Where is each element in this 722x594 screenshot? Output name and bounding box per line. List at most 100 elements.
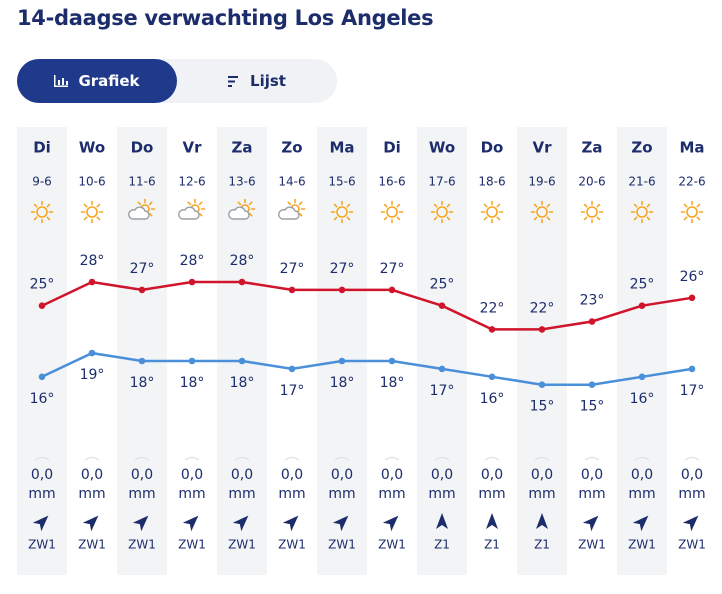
wind: ZW1 <box>78 538 106 552</box>
sun-ray <box>533 216 538 221</box>
date: 17-6 <box>428 175 455 189</box>
precip-value: 0,0 <box>31 467 53 483</box>
sun-ray <box>346 216 351 221</box>
max-temp-label: 27° <box>330 261 355 277</box>
min-temp-point <box>538 381 546 389</box>
sun <box>36 206 48 218</box>
sun <box>486 206 498 218</box>
column-bg <box>517 127 567 575</box>
sun-ray <box>298 212 303 217</box>
weather-icon <box>80 200 104 224</box>
sun-ray <box>83 203 88 208</box>
day-name: Di <box>33 139 51 157</box>
sun-ray <box>83 216 88 221</box>
max-temp-label: 27° <box>380 261 405 277</box>
date: 21-6 <box>628 175 655 189</box>
tab-grafiek[interactable]: Grafiek <box>17 59 177 103</box>
wind: ZW1 <box>28 538 56 552</box>
precip-icon <box>84 456 100 461</box>
precip-value: 0,0 <box>131 467 153 483</box>
max-temp-label: 23° <box>580 293 605 309</box>
max-temp-point <box>138 286 146 294</box>
max-temp-point <box>438 302 446 310</box>
wind: ZW1 <box>278 538 306 552</box>
precip-unit: mm <box>528 486 555 502</box>
day-name: Wo <box>79 139 105 157</box>
sun <box>586 206 598 218</box>
precip-unit: mm <box>428 486 455 502</box>
max-temp-point <box>188 278 196 286</box>
precip-value: 0,0 <box>81 467 103 483</box>
sun-ray <box>596 216 601 221</box>
wind-arrow <box>486 513 498 529</box>
wind: Z1 <box>434 538 450 552</box>
sun-ray <box>148 201 153 206</box>
sun-ray <box>583 203 588 208</box>
day-name: Ma <box>679 139 704 157</box>
precip-unit: mm <box>478 486 505 502</box>
min-temp-label: 18° <box>380 375 405 391</box>
precip-unit: mm <box>278 486 305 502</box>
precip-value: 0,0 <box>181 467 203 483</box>
sun-ray <box>433 216 438 221</box>
sun-ray <box>446 216 451 221</box>
max-temp-label: 28° <box>80 253 105 269</box>
min-temp-label: 18° <box>330 375 355 391</box>
max-temp-label: 25° <box>30 277 55 293</box>
day-name: Do <box>131 139 154 157</box>
sun-ray <box>396 216 401 221</box>
sun <box>686 206 698 218</box>
wind: ZW1 <box>378 538 406 552</box>
column-bg <box>617 127 667 575</box>
sun-ray <box>298 201 303 206</box>
sun-ray <box>696 203 701 208</box>
min-temp-point <box>88 349 96 357</box>
day-name: Zo <box>281 139 302 157</box>
precip-value: 0,0 <box>681 467 703 483</box>
min-temp-point <box>288 365 296 373</box>
sun-ray <box>546 203 551 208</box>
sun <box>536 206 548 218</box>
precip-icon <box>234 456 250 461</box>
sun-ray <box>596 203 601 208</box>
sun-ray <box>483 203 488 208</box>
sun-ray <box>33 216 38 221</box>
sun-ray <box>198 201 203 206</box>
wind-arrow <box>382 515 399 532</box>
sun-ray <box>46 216 51 221</box>
sun-ray <box>383 216 388 221</box>
sun-ray <box>96 216 101 221</box>
precip-value: 0,0 <box>581 467 603 483</box>
tab-lijst[interactable]: Lijst <box>177 59 337 103</box>
precip-unit: mm <box>228 486 255 502</box>
wind: ZW1 <box>328 538 356 552</box>
max-temp-label: 25° <box>630 277 655 293</box>
precip-unit: mm <box>28 486 55 502</box>
max-temp-point <box>88 278 96 286</box>
wind-arrow <box>332 515 349 532</box>
column-bg <box>417 127 467 575</box>
max-temp-point <box>588 318 596 325</box>
day-name: Za <box>582 139 603 157</box>
min-temp-point <box>388 357 396 365</box>
day-name: Zo <box>631 139 652 157</box>
min-temp-point <box>438 365 446 373</box>
precip-icon <box>684 456 700 461</box>
min-temp-point <box>588 381 596 389</box>
sun-ray <box>187 201 192 206</box>
precip-icon <box>534 456 550 461</box>
wind-arrow <box>182 515 199 532</box>
max-temp-point <box>338 286 346 294</box>
date: 22-6 <box>678 175 705 189</box>
wind: ZW1 <box>678 538 706 552</box>
sun-ray <box>683 216 688 221</box>
date: 13-6 <box>228 175 255 189</box>
sun <box>636 206 648 218</box>
weather-icon <box>480 200 504 224</box>
day-name: Za <box>232 139 253 157</box>
precip-icon <box>184 456 200 461</box>
sun-ray <box>546 216 551 221</box>
date: 9-6 <box>32 175 52 189</box>
min-temp-label: 19° <box>80 367 105 383</box>
min-temp-point <box>688 365 696 373</box>
